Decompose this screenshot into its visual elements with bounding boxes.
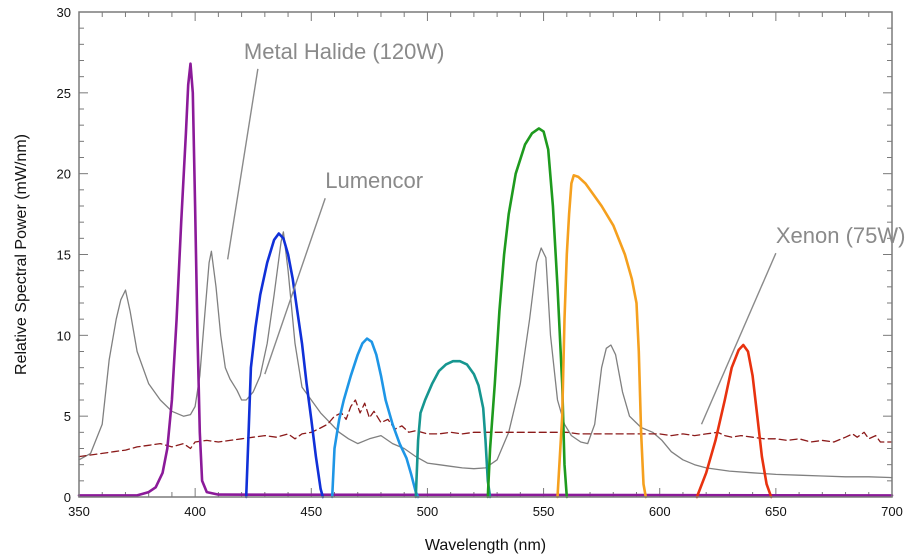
y-tick-label: 30 bbox=[57, 5, 71, 20]
x-tick-label: 600 bbox=[649, 504, 671, 519]
y-tick-label: 0 bbox=[64, 490, 71, 505]
series-layer bbox=[77, 62, 894, 499]
x-tick-label: 450 bbox=[300, 504, 322, 519]
series-line-2 bbox=[77, 62, 894, 497]
annotations: Metal Halide (120W) Lumencor Xenon (75W) bbox=[226, 39, 906, 425]
series-line-4 bbox=[330, 337, 420, 499]
annotation-label: Lumencor bbox=[325, 168, 423, 193]
annotation-label: Metal Halide (120W) bbox=[244, 39, 445, 64]
y-tick-label: 15 bbox=[57, 248, 71, 263]
series-line-5 bbox=[414, 359, 492, 499]
x-tick-labels: 350 400 450 500 550 600 650 700 bbox=[68, 504, 903, 519]
x-tick-label: 700 bbox=[881, 504, 903, 519]
annotation-pointer bbox=[700, 252, 777, 425]
x-tick-label: 550 bbox=[533, 504, 555, 519]
annotation-pointer bbox=[264, 197, 326, 375]
x-tick-label: 500 bbox=[417, 504, 439, 519]
x-tick-label: 650 bbox=[765, 504, 787, 519]
series-line-8 bbox=[695, 343, 773, 499]
series-line-7 bbox=[556, 174, 648, 499]
series-line-6 bbox=[486, 127, 569, 499]
annotation-pointer bbox=[226, 68, 259, 260]
y-axis-title: Relative Spectral Power (mW/nm) bbox=[13, 134, 30, 375]
plot-frame bbox=[78, 11, 893, 498]
annotation-label: Xenon (75W) bbox=[776, 223, 906, 248]
y-tick-label: 10 bbox=[57, 328, 71, 343]
x-tick-label: 400 bbox=[184, 504, 206, 519]
series-line-0 bbox=[78, 231, 893, 479]
x-tick-label: 350 bbox=[68, 504, 90, 519]
y-tick-label: 5 bbox=[64, 409, 71, 424]
y-tick-labels: 0 5 10 15 20 25 30 bbox=[57, 5, 71, 505]
series-line-1 bbox=[78, 399, 893, 458]
y-tick-label: 20 bbox=[57, 167, 71, 182]
x-axis-title: Wavelength (nm) bbox=[425, 537, 546, 554]
series-line-3 bbox=[244, 232, 325, 499]
y-tick-label: 25 bbox=[57, 86, 71, 101]
